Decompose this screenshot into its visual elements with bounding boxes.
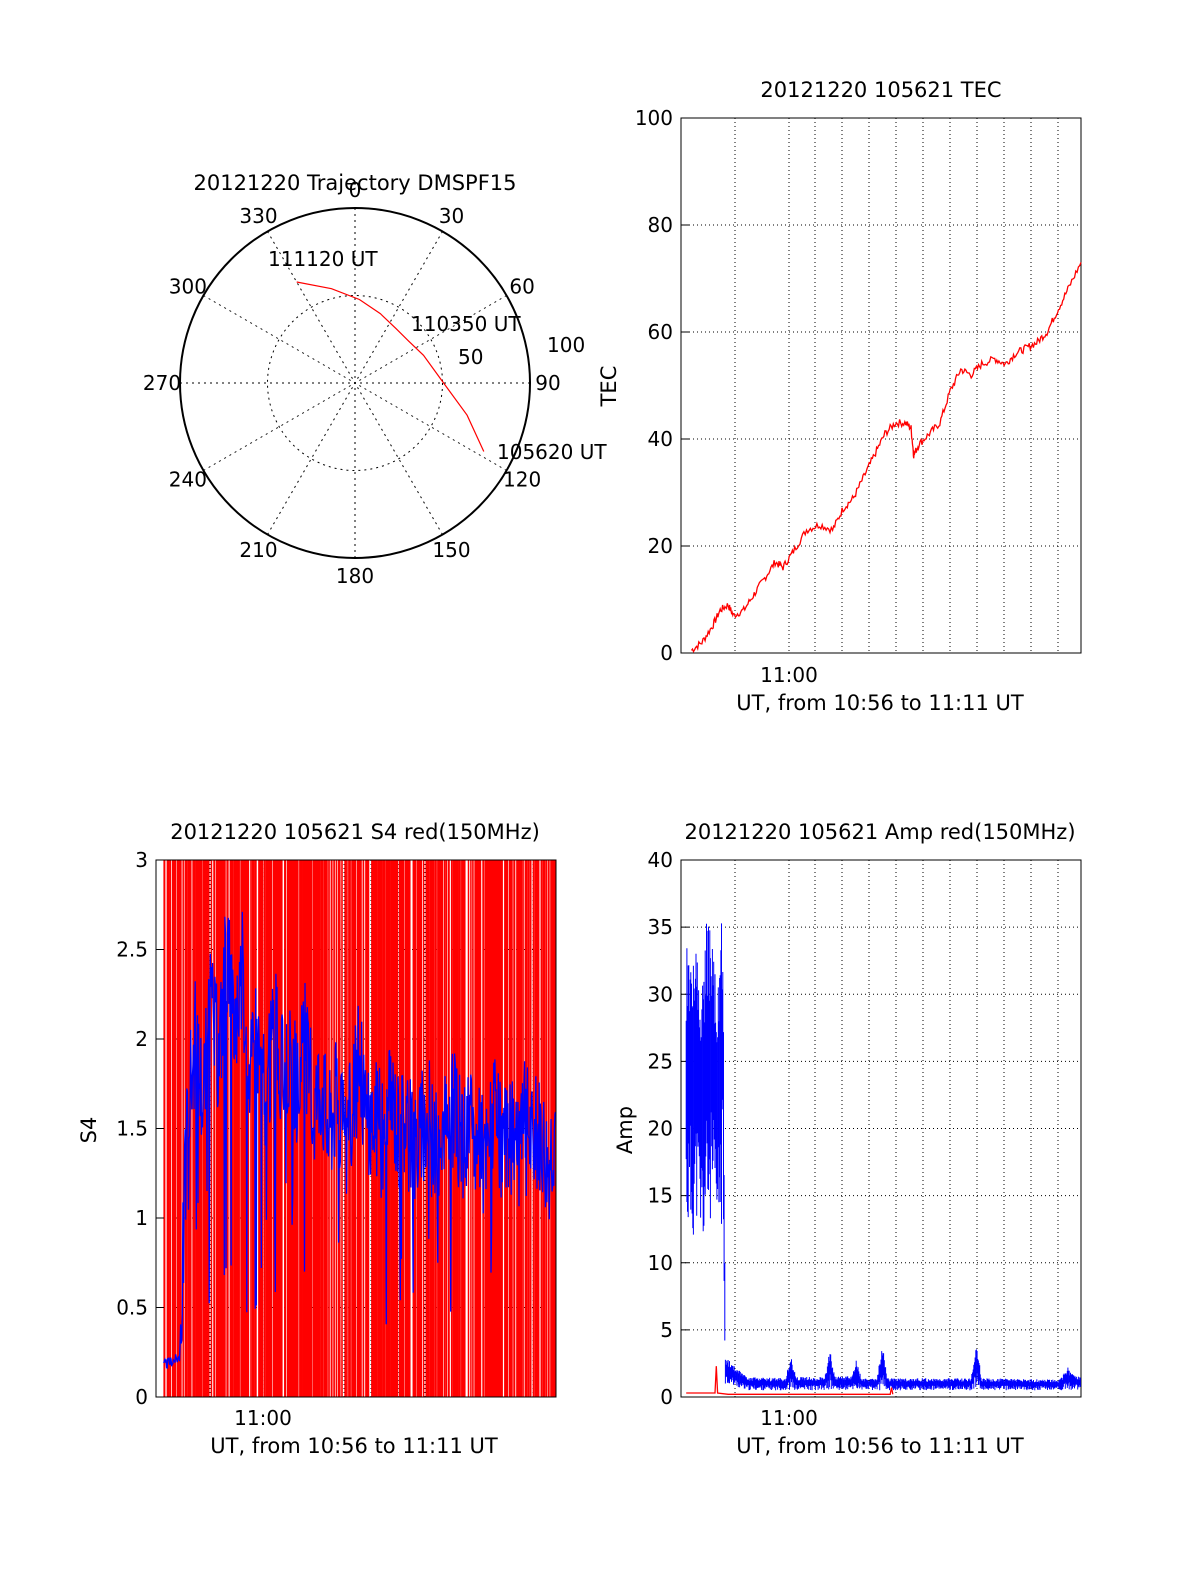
polar-spoke-150 — [267, 231, 443, 535]
track-label-start: 105620 UT — [497, 440, 607, 464]
polar-grid — [180, 208, 530, 558]
amp-y-label: Amp — [613, 1106, 637, 1154]
s4-y-ticks: 0 0.5 1 1.5 2 2.5 3 — [116, 848, 164, 1409]
tec-ytick-label-100: 100 — [635, 106, 673, 130]
azimuth-label-300: 300 — [169, 275, 207, 299]
azimuth-label-330: 330 — [239, 204, 277, 228]
tec-x-label: UT, from 10:56 to 11:11 UT — [736, 691, 1024, 715]
azimuth-label-240: 240 — [169, 468, 207, 492]
tec-title: 20121220 105621 TEC — [760, 78, 1001, 102]
amp-x-tick-1100: 11:00 — [760, 1406, 818, 1430]
azimuth-label-90: 90 — [535, 371, 560, 395]
tec-ytick-label-60: 60 — [648, 320, 673, 344]
amp-grid — [681, 860, 1081, 1397]
amp-ytick-label-10: 10 — [648, 1251, 673, 1275]
s4-x-tick-1100: 11:00 — [234, 1406, 292, 1430]
s4-ytick-label-0: 0 — [135, 1385, 148, 1409]
radius-label-100: 100 — [547, 333, 585, 357]
s4-ytick-label-2.5: 2.5 — [116, 938, 148, 962]
amp-y-ticks: 0 5 10 15 20 25 30 35 40 — [648, 848, 689, 1409]
trajectory-title: 20121220 Trajectory DMSPF15 — [193, 171, 516, 195]
satellite-track — [296, 281, 485, 452]
amp-red-series-line — [686, 1366, 894, 1395]
tec-grid — [681, 118, 1081, 653]
s4-blue-series-line — [163, 911, 557, 1370]
azimuth-label-30: 30 — [439, 204, 464, 228]
s4-ytick-label-2: 2 — [135, 1027, 148, 1051]
amp-ytick-label-20: 20 — [648, 1117, 673, 1141]
track-label-end: 111120 UT — [268, 247, 378, 271]
tec-plot-frame — [680, 117, 1082, 654]
radius-label-50: 50 — [458, 345, 483, 369]
tec-ytick-label-20: 20 — [648, 534, 673, 558]
tec-panel: 20121220 105621 TEC 0 20 40 60 80 100 11:00 U… — [597, 78, 1082, 715]
polar-outer-ring — [179, 207, 531, 559]
amp-ytick-label-5: 5 — [660, 1318, 673, 1342]
s4-ytick-label-1.5: 1.5 — [116, 1117, 148, 1141]
tec-ytick-label-40: 40 — [648, 427, 673, 451]
tec-x-tick-1100: 11:00 — [760, 663, 818, 687]
amp-x-label: UT, from 10:56 to 11:11 UT — [736, 1434, 1024, 1458]
tec-ytick-label-0: 0 — [660, 641, 673, 665]
azimuth-label-150: 150 — [432, 538, 470, 562]
s4-ytick-label-0.5: 0.5 — [116, 1296, 148, 1320]
s4-ytick-label-1: 1 — [135, 1206, 148, 1230]
amp-ytick-label-15: 15 — [648, 1184, 673, 1208]
amp-title: 20121220 105621 Amp red(150MHz) — [684, 820, 1075, 844]
azimuth-label-0: 0 — [349, 178, 362, 202]
polar-ring-50 — [267, 295, 443, 471]
amp-ytick-label-40: 40 — [648, 848, 673, 872]
polar-labels: 0 30 60 90 120 150 180 210 240 270 300 330 — [143, 178, 561, 588]
s4-red-series — [163, 860, 556, 1397]
tec-ytick-label-80: 80 — [648, 213, 673, 237]
s4-ytick-label-3: 3 — [135, 848, 148, 872]
amp-ytick-label-30: 30 — [648, 982, 673, 1006]
amp-panel: 20121220 105621 Amp red(150MHz) 0 5 10 15 20… — [613, 820, 1082, 1458]
s4-title: 20121220 105621 S4 red(150MHz) — [170, 820, 540, 844]
tec-y-label: TEC — [597, 366, 621, 408]
track-label-mid: 110350 UT — [411, 312, 521, 336]
tec-series-line — [690, 262, 1082, 654]
azimuth-label-180: 180 — [336, 564, 374, 588]
amp-ytick-label-0: 0 — [660, 1385, 673, 1409]
amp-ytick-label-25: 25 — [648, 1049, 673, 1073]
s4-y-label: S4 — [77, 1117, 101, 1144]
tec-y-ticks: 0 20 40 60 80 100 — [635, 106, 689, 665]
azimuth-label-210: 210 — [239, 538, 277, 562]
s4-x-label: UT, from 10:56 to 11:11 UT — [210, 1434, 498, 1458]
amp-ytick-label-35: 35 — [648, 915, 673, 939]
azimuth-label-270: 270 — [143, 371, 181, 395]
azimuth-label-60: 60 — [509, 275, 534, 299]
s4-panel: 20121220 105621 S4 red(150MHz) 0 0.5 1 1.5 2… — [77, 820, 557, 1458]
amp-blue-series — [685, 923, 1081, 1391]
trajectory-panel: 20121220 Trajectory DMSPF15 0 30 60 90 120 15… — [143, 171, 607, 588]
azimuth-label-120: 120 — [503, 468, 541, 492]
